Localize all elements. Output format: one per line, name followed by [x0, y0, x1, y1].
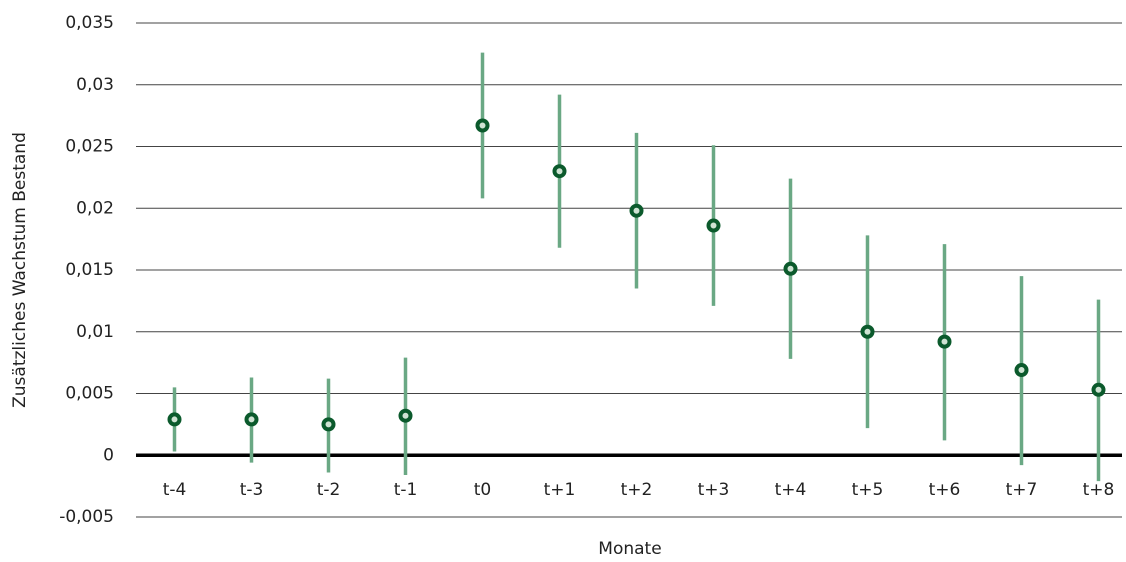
point: [706, 218, 721, 233]
x-tick-label: t0: [474, 480, 491, 500]
point: [629, 203, 644, 218]
x-tick-label: t+4: [775, 480, 807, 500]
point: [321, 417, 336, 432]
point: [1014, 363, 1029, 378]
y-tick-label: 0,01: [76, 322, 114, 342]
x-tick-label: t+2: [621, 480, 653, 500]
x-tick-label: t+6: [929, 480, 961, 500]
x-tick-label: t-2: [317, 480, 341, 500]
x-tick-label: t+5: [852, 480, 884, 500]
point: [167, 412, 182, 427]
y-tick-label: 0,035: [65, 13, 114, 33]
x-axis-title: Monate: [598, 539, 661, 559]
x-tick-label: t+8: [1083, 480, 1115, 500]
y-tick-label: -0,005: [59, 507, 114, 527]
y-tick-label: 0: [103, 445, 114, 465]
point: [475, 118, 490, 133]
x-tick-label: t-4: [163, 480, 187, 500]
y-tick-label: 0,03: [76, 75, 114, 95]
point: [937, 334, 952, 349]
y-axis-title: Zusätzliches Wachstum Bestand: [10, 132, 30, 408]
y-tick-label: 0,02: [76, 198, 114, 218]
point: [783, 261, 798, 276]
x-tick-label: t-1: [394, 480, 418, 500]
point: [860, 324, 875, 339]
point: [552, 164, 567, 179]
x-tick-label: t+1: [544, 480, 576, 500]
x-tick-label: t-3: [240, 480, 264, 500]
y-tick-label: 0,025: [65, 137, 114, 157]
x-tick-label: t+3: [698, 480, 730, 500]
y-tick-label: 0,005: [65, 384, 114, 404]
point: [244, 412, 259, 427]
x-tick-label: t+7: [1006, 480, 1038, 500]
y-tick-label: 0,015: [65, 260, 114, 280]
point: [398, 408, 413, 423]
point: [1091, 382, 1106, 397]
